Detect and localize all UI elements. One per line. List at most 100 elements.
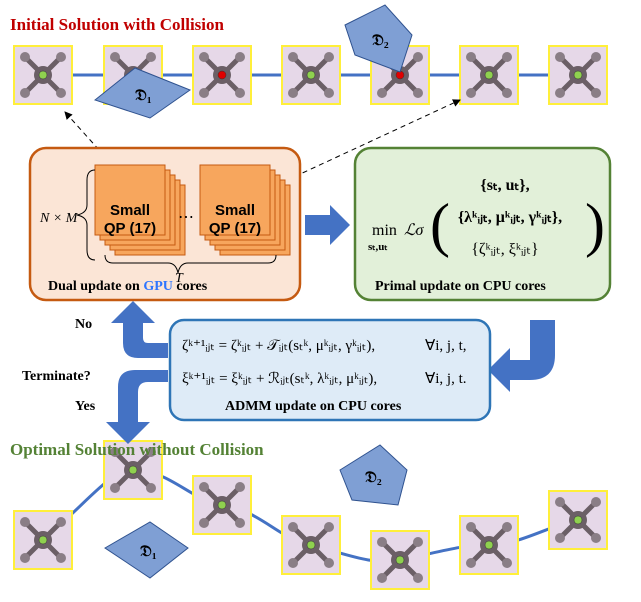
drone-rotor xyxy=(235,52,245,62)
drone-rotor xyxy=(288,52,298,62)
drone-rotor xyxy=(502,88,512,98)
drone-rotor xyxy=(288,88,298,98)
drone-center xyxy=(217,500,227,510)
drone-rotor xyxy=(199,88,209,98)
min: min xyxy=(372,222,397,239)
bottom-title: Optimal Solution without Collision xyxy=(10,440,264,459)
drone-rotor xyxy=(146,52,156,62)
drone-rotor xyxy=(466,52,476,62)
admm-eq: ζᵏ⁺¹ᵢⱼₜ = ζᵏᵢⱼₜ + 𝒯ᵢⱼₜ(sₜᵏ, μᵏᵢⱼₜ, γᵏᵢⱼₜ… xyxy=(182,338,375,354)
obstacle-label: 𝔇₂ xyxy=(372,32,389,49)
drone-rotor xyxy=(110,447,120,457)
obstacle xyxy=(93,67,192,119)
drone-rotor xyxy=(555,497,565,507)
drone-rotor xyxy=(235,518,245,528)
obstacle xyxy=(344,4,413,73)
qp-label: QP (17) xyxy=(104,220,156,237)
drone-rotor xyxy=(146,447,156,457)
drone-rotor xyxy=(20,88,30,98)
dual-label: Dual update on GPU cores xyxy=(48,279,208,294)
block-arrow xyxy=(111,301,168,358)
drone-rotor xyxy=(288,522,298,532)
block-arrow xyxy=(305,205,350,245)
drone-rotor xyxy=(56,553,66,563)
paren: ( xyxy=(430,192,450,258)
drone-rotor xyxy=(591,88,601,98)
admm-label: ADMM update on CPU cores xyxy=(225,399,402,414)
drone-center xyxy=(484,70,494,80)
drone-center xyxy=(128,465,138,475)
obstacle-label: 𝔇₁ xyxy=(140,543,157,560)
qp-label: Small xyxy=(215,202,255,219)
drone-rotor xyxy=(56,52,66,62)
primal-line: {sₜ, uₜ}, xyxy=(480,177,529,194)
drone-rotor xyxy=(413,52,423,62)
drone-rotor xyxy=(288,558,298,568)
no-label: No xyxy=(75,317,92,332)
arrow xyxy=(269,99,461,189)
admm-eq: ξᵏ⁺¹ᵢⱼₜ = ξᵏᵢⱼₜ + ℛᵢⱼₜ(sₜᵏ, λᵏᵢⱼₜ, μᵏᵢⱼₜ… xyxy=(182,371,377,387)
drone-rotor xyxy=(324,522,334,532)
drone-rotor xyxy=(502,558,512,568)
drone-center xyxy=(395,555,405,565)
drone-rotor xyxy=(413,88,423,98)
admm-forall: ∀i, j, t, xyxy=(425,338,467,354)
drone-rotor xyxy=(466,558,476,568)
brace xyxy=(104,254,277,274)
drone-rotor xyxy=(555,52,565,62)
drone-rotor xyxy=(413,573,423,583)
drone-center xyxy=(306,540,316,550)
obstacle xyxy=(104,521,189,579)
drone-rotor xyxy=(555,533,565,543)
obstacle xyxy=(339,444,408,506)
admm-forall: ∀i, j, t. xyxy=(425,371,467,387)
drone-rotor xyxy=(110,483,120,493)
drone-rotor xyxy=(199,518,209,528)
qp-card xyxy=(199,164,271,236)
drone-rotor xyxy=(199,52,209,62)
drone-rotor xyxy=(377,88,387,98)
drone-rotor xyxy=(20,517,30,527)
qp-label: QP (17) xyxy=(209,220,261,237)
drone-center xyxy=(217,70,227,80)
primal-line: {ζᵏᵢⱼₜ, ξᵏᵢⱼₜ} xyxy=(471,241,538,258)
drone-rotor xyxy=(20,52,30,62)
drone-rotor xyxy=(591,497,601,507)
admm-box xyxy=(168,318,492,422)
drone-center xyxy=(573,515,583,525)
drone-center xyxy=(573,70,583,80)
drone-rotor xyxy=(235,88,245,98)
drone-center xyxy=(484,540,494,550)
terminate-label: Terminate? xyxy=(22,369,91,384)
drone-rotor xyxy=(146,483,156,493)
drone-rotor xyxy=(324,88,334,98)
drone-rotor xyxy=(56,517,66,527)
drone-rotor xyxy=(199,482,209,492)
drone-rotor xyxy=(20,553,30,563)
drone-rotor xyxy=(466,88,476,98)
lagrangian: ℒσ xyxy=(404,222,425,239)
drone-rotor xyxy=(591,52,601,62)
drone-rotor xyxy=(466,522,476,532)
drone-rotor xyxy=(324,52,334,62)
drone-rotor xyxy=(555,88,565,98)
min-sub: sₜ,uₜ xyxy=(368,241,388,253)
drone-rotor xyxy=(377,537,387,547)
block-arrow xyxy=(488,320,555,392)
drone-rotor xyxy=(502,522,512,532)
obstacle-label: 𝔇₁ xyxy=(135,87,152,104)
qp-label: Small xyxy=(110,202,150,219)
top-title: Initial Solution with Collision xyxy=(10,15,225,34)
drone-rotor xyxy=(377,573,387,583)
primal-box xyxy=(353,146,612,302)
nm-label: N × M xyxy=(39,211,79,226)
t-label: T xyxy=(175,271,184,286)
primal-line: {λᵏᵢⱼₜ, μᵏᵢⱼₜ, γᵏᵢⱼₜ}, xyxy=(458,209,562,226)
drone-rotor xyxy=(110,52,120,62)
brace xyxy=(76,169,96,261)
block-arrow xyxy=(106,370,168,444)
primal-label: Primal update on CPU cores xyxy=(375,279,546,294)
qp-card xyxy=(94,164,166,236)
drone-center xyxy=(38,70,48,80)
